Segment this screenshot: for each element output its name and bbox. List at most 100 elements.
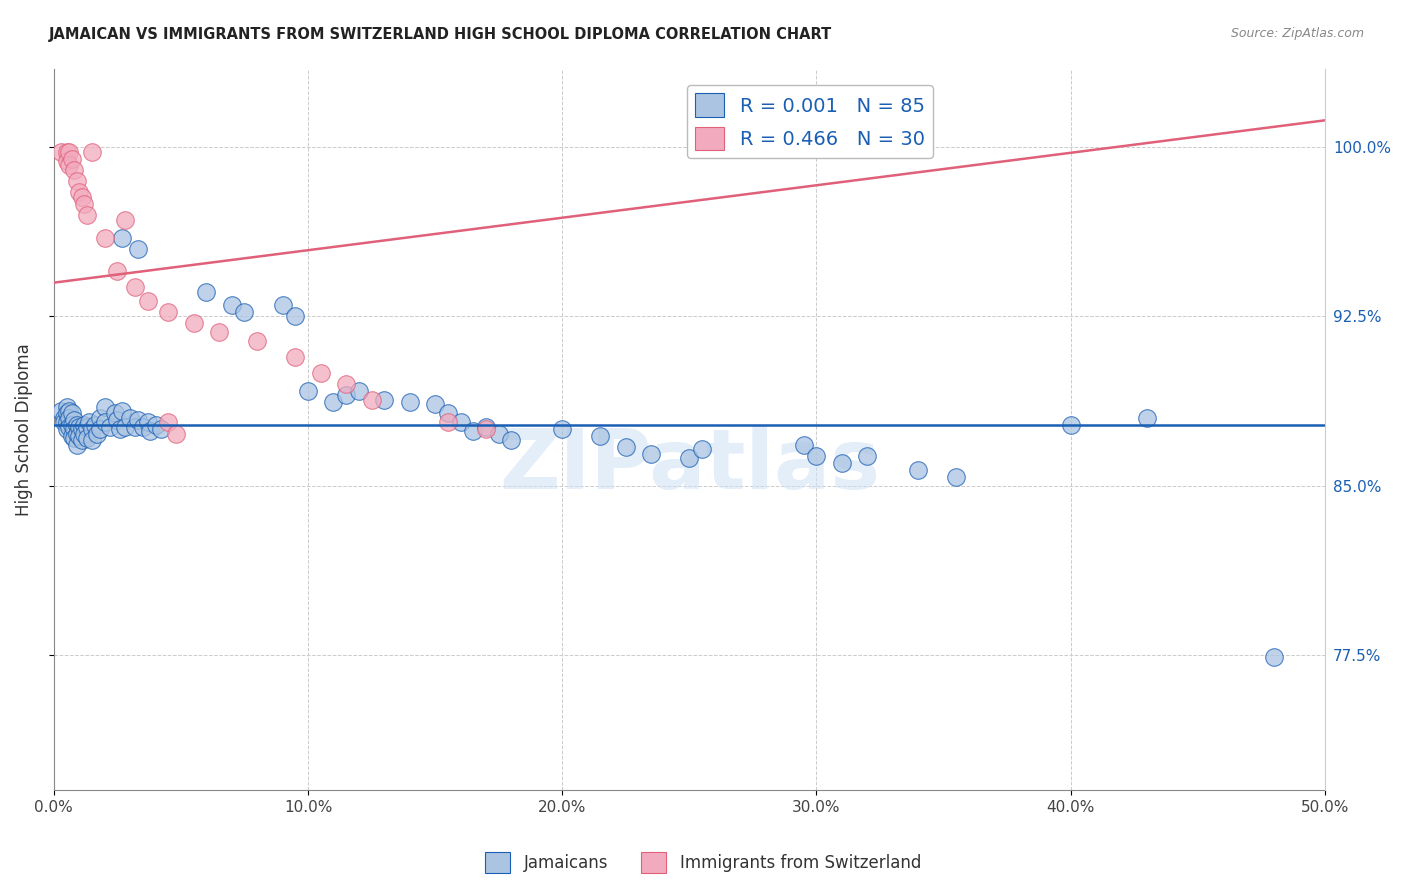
Point — [89, 411, 111, 425]
Point — [614, 440, 637, 454]
Point — [55, 145, 77, 159]
Point — [73, 426, 96, 441]
Point — [475, 422, 498, 436]
Point — [450, 416, 472, 430]
Point — [73, 196, 96, 211]
Point — [436, 416, 458, 430]
Point — [55, 406, 77, 420]
Point — [93, 230, 115, 244]
Point — [93, 416, 115, 430]
Point — [55, 153, 77, 168]
Point — [360, 392, 382, 407]
Point — [67, 186, 90, 200]
Point — [398, 395, 420, 409]
Point — [66, 426, 89, 441]
Point — [58, 411, 80, 425]
Point — [80, 145, 103, 159]
Point — [70, 422, 93, 436]
Text: JAMAICAN VS IMMIGRANTS FROM SWITZERLAND HIGH SCHOOL DIPLOMA CORRELATION CHART: JAMAICAN VS IMMIGRANTS FROM SWITZERLAND … — [49, 27, 832, 42]
Legend: Jamaicans, Immigrants from Switzerland: Jamaicans, Immigrants from Switzerland — [478, 846, 928, 880]
Point — [111, 230, 134, 244]
Point — [463, 425, 485, 439]
Point — [678, 451, 700, 466]
Point — [60, 429, 83, 443]
Point — [145, 417, 167, 432]
Point — [76, 420, 98, 434]
Point — [1059, 417, 1081, 432]
Point — [423, 397, 446, 411]
Point — [70, 190, 93, 204]
Point — [136, 416, 159, 430]
Point — [93, 400, 115, 414]
Point — [124, 420, 146, 434]
Point — [246, 334, 269, 349]
Point — [309, 366, 332, 380]
Point — [139, 425, 162, 439]
Point — [907, 463, 929, 477]
Point — [806, 449, 828, 463]
Point — [501, 434, 523, 448]
Point — [63, 422, 86, 436]
Point — [79, 416, 101, 430]
Point — [80, 422, 103, 436]
Point — [208, 325, 231, 339]
Point — [51, 145, 73, 159]
Point — [76, 431, 98, 445]
Point — [66, 174, 89, 188]
Point — [132, 420, 155, 434]
Point — [58, 158, 80, 172]
Point — [127, 413, 149, 427]
Point — [83, 417, 105, 432]
Point — [120, 411, 142, 425]
Point — [945, 469, 967, 483]
Point — [233, 305, 256, 319]
Point — [89, 422, 111, 436]
Point — [111, 404, 134, 418]
Point — [73, 417, 96, 432]
Point — [551, 422, 574, 436]
Point — [55, 400, 77, 414]
Point — [80, 434, 103, 448]
Point — [66, 417, 89, 432]
Point — [114, 212, 136, 227]
Point — [165, 426, 187, 441]
Point — [58, 404, 80, 418]
Point — [105, 264, 128, 278]
Point — [297, 384, 319, 398]
Point — [284, 310, 307, 324]
Point — [60, 417, 83, 432]
Point — [67, 420, 90, 434]
Point — [53, 416, 76, 430]
Point — [195, 285, 218, 299]
Point — [66, 438, 89, 452]
Point — [67, 429, 90, 443]
Point — [640, 447, 662, 461]
Point — [271, 298, 294, 312]
Point — [488, 426, 510, 441]
Point — [1263, 649, 1285, 664]
Point — [690, 442, 713, 457]
Point — [86, 426, 108, 441]
Point — [63, 431, 86, 445]
Point — [347, 384, 370, 398]
Point — [149, 422, 172, 436]
Point — [76, 208, 98, 222]
Point — [108, 422, 131, 436]
Point — [183, 316, 205, 330]
Point — [793, 438, 815, 452]
Point — [322, 395, 344, 409]
Point — [284, 350, 307, 364]
Point — [51, 404, 73, 418]
Point — [436, 406, 458, 420]
Point — [70, 434, 93, 448]
Point — [63, 163, 86, 178]
Point — [1136, 411, 1159, 425]
Point — [335, 388, 357, 402]
Point — [157, 416, 180, 430]
Point — [335, 377, 357, 392]
Point — [856, 449, 879, 463]
Point — [63, 413, 86, 427]
Point — [127, 242, 149, 256]
Point — [221, 298, 243, 312]
Point — [124, 280, 146, 294]
